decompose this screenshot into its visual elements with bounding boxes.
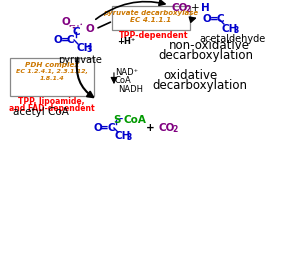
Text: =: = (60, 35, 69, 45)
Text: O: O (202, 14, 211, 24)
Text: decarboxylation: decarboxylation (152, 79, 247, 92)
Text: and FAD-dependent: and FAD-dependent (9, 104, 95, 113)
Text: non-oxidative: non-oxidative (168, 39, 249, 52)
Text: C: C (66, 35, 74, 45)
Text: +: + (146, 123, 155, 133)
Text: EC 4.1.1.1: EC 4.1.1.1 (130, 17, 171, 23)
FancyBboxPatch shape (112, 6, 190, 30)
Text: –: – (119, 115, 123, 124)
Text: CH: CH (76, 43, 93, 53)
Text: H: H (200, 3, 209, 13)
Text: EC 1.2.4.1, 2.3.1.12,: EC 1.2.4.1, 2.3.1.12, (16, 69, 88, 74)
Text: acetaldehyde: acetaldehyde (200, 34, 266, 44)
Text: O: O (94, 123, 102, 133)
Text: CoA: CoA (124, 115, 146, 125)
Text: PDH complex: PDH complex (25, 62, 79, 68)
Text: 3: 3 (233, 26, 239, 35)
Text: =: = (100, 123, 109, 133)
Text: +H⁺: +H⁺ (117, 37, 135, 46)
Text: NADH: NADH (118, 85, 143, 94)
Text: C: C (216, 14, 224, 24)
Text: CO: CO (159, 123, 175, 133)
Text: TPP, lipoamide,: TPP, lipoamide, (19, 97, 85, 106)
Text: CoA: CoA (115, 76, 132, 85)
Text: CO: CO (171, 3, 188, 13)
Text: 1.8.1.4: 1.8.1.4 (39, 76, 64, 81)
Text: CH: CH (115, 131, 131, 141)
Text: oxidative: oxidative (164, 69, 218, 82)
Text: 2: 2 (172, 125, 177, 134)
Text: 3: 3 (127, 133, 132, 142)
Text: +: + (191, 3, 200, 13)
FancyBboxPatch shape (10, 58, 94, 96)
Text: acetyl CoA: acetyl CoA (13, 107, 69, 117)
Text: TPP-dependent: TPP-dependent (119, 31, 188, 40)
Text: O: O (54, 35, 62, 45)
Text: S: S (113, 115, 120, 125)
Text: −: − (68, 21, 75, 30)
Text: pyruvate decarboxylase: pyruvate decarboxylase (103, 10, 198, 16)
Text: 2: 2 (185, 5, 190, 14)
Text: C: C (72, 27, 80, 37)
Text: NAD⁺: NAD⁺ (115, 68, 138, 77)
Text: CH: CH (222, 24, 238, 34)
Text: C: C (107, 123, 115, 133)
Text: pyruvate: pyruvate (59, 55, 102, 65)
Text: 3: 3 (87, 45, 92, 54)
Text: O: O (86, 24, 95, 34)
Text: decarboxylation: decarboxylation (159, 49, 254, 62)
Text: O: O (62, 17, 71, 27)
Text: =: = (210, 14, 219, 24)
